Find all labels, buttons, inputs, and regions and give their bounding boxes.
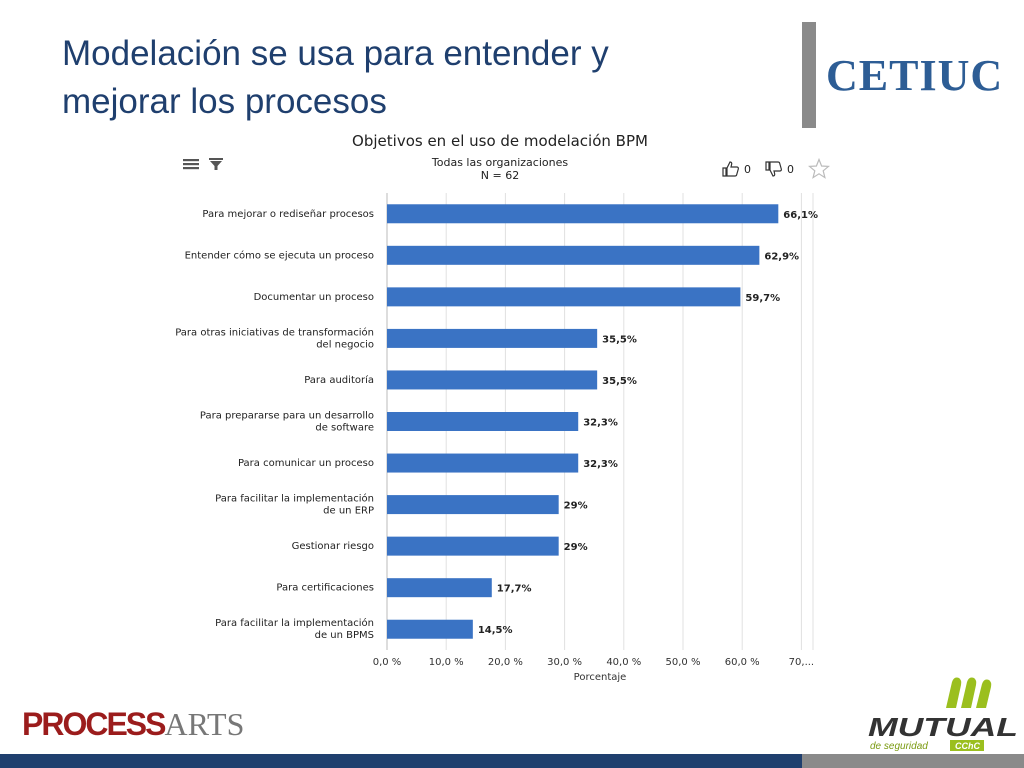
processarts-process-text: PROCESS — [22, 706, 166, 742]
mutual-emblem — [946, 677, 992, 708]
slide-title: Modelación se usa para entender y mejora… — [62, 30, 762, 126]
dislike-count: 0 — [787, 162, 794, 176]
chart-subtitle-line2: N = 62 — [480, 169, 520, 182]
category-label: Documentar un proceso — [254, 292, 374, 303]
category-label: Para mejorar o rediseñar procesos — [202, 209, 374, 220]
footer-bar — [0, 754, 802, 768]
footer-bar-accent — [802, 754, 1024, 768]
x-tick-label: 0,0 % — [373, 657, 402, 668]
x-tick-label: 40,0 % — [606, 657, 641, 668]
star-icon[interactable] — [808, 158, 830, 180]
bar-value-label: 17,7% — [497, 584, 532, 595]
category-label: Para facilitar la implementación — [215, 493, 374, 505]
category-label: de un BPMS — [315, 630, 374, 641]
bar-value-label: 32,3% — [583, 418, 618, 429]
bar-value-label: 32,3% — [583, 459, 618, 470]
bar — [387, 204, 779, 224]
vote-bar: 0 0 — [722, 158, 830, 180]
logo-divider — [802, 22, 816, 128]
chart-title: Objetivos en el uso de modelación BPM — [352, 132, 648, 150]
thumbs-up-icon — [722, 161, 739, 177]
slide-title-line2: mejorar los procesos — [62, 82, 387, 121]
chart-toolbar — [182, 156, 226, 172]
x-tick-label: 60,0 % — [725, 657, 760, 668]
x-tick-label: 70,... — [789, 657, 814, 668]
category-label: de un ERP — [323, 506, 374, 517]
category-label: Para prepararse para un desarrollo — [200, 411, 374, 422]
bar-value-label: 29% — [564, 501, 588, 512]
bar — [387, 287, 741, 307]
category-label: Gestionar riesgo — [292, 541, 374, 552]
menu-icon[interactable] — [182, 156, 200, 172]
bar-value-label: 35,5% — [602, 334, 637, 345]
bar — [387, 619, 473, 639]
bar — [387, 578, 492, 598]
mutual-text: MUTUAL — [868, 712, 1018, 742]
bar — [387, 495, 559, 515]
category-label: Para facilitar la implementación — [215, 617, 374, 629]
category-label: Para otras iniciativas de transformación — [175, 326, 374, 338]
mutual-tag: CChC — [955, 741, 980, 751]
category-label: de software — [315, 423, 374, 434]
slide-title-line1: Modelación se usa para entender y — [62, 34, 609, 73]
x-tick-label: 30,0 % — [547, 657, 582, 668]
bar — [387, 245, 760, 265]
like-count: 0 — [744, 162, 751, 176]
mutual-logo: MUTUAL de seguridad CChC — [858, 672, 1024, 752]
filter-icon[interactable] — [208, 156, 226, 172]
category-label: Para auditoría — [304, 374, 374, 386]
processarts-logo: PROCESSARTS — [22, 706, 244, 742]
category-label: Para certificaciones — [276, 583, 374, 594]
x-tick-label: 20,0 % — [488, 657, 523, 668]
bar-value-label: 35,5% — [602, 376, 637, 387]
bar — [387, 370, 598, 390]
bar-value-label: 62,9% — [764, 251, 799, 262]
x-tick-label: 50,0 % — [666, 657, 701, 668]
bar — [387, 328, 598, 348]
bar — [387, 412, 579, 431]
bar-value-label: 29% — [564, 542, 588, 553]
processarts-arts-text: ARTS — [164, 706, 245, 742]
bar-value-label: 66,1% — [783, 210, 818, 221]
cetiuc-logo: CETIUC — [826, 51, 1004, 100]
mutual-subtext: de seguridad — [870, 741, 928, 752]
bar — [387, 453, 579, 473]
thumbs-down-icon — [765, 161, 782, 177]
chart-subtitle-line1: Todas las organizaciones — [431, 156, 569, 169]
dislike-button[interactable]: 0 — [765, 161, 794, 177]
category-label: Para comunicar un proceso — [238, 458, 374, 469]
category-label: del negocio — [316, 339, 374, 350]
bar — [387, 536, 559, 556]
x-tick-label: 10,0 % — [429, 657, 464, 668]
x-axis-label: Porcentaje — [574, 672, 627, 683]
chart-subtitle: Todas las organizaciones N = 62 — [180, 156, 820, 182]
bar-value-label: 14,5% — [478, 625, 513, 636]
like-button[interactable]: 0 — [722, 161, 751, 177]
category-label: Entender cómo se ejecuta un proceso — [185, 249, 374, 261]
bar-value-label: 59,7% — [745, 293, 780, 304]
